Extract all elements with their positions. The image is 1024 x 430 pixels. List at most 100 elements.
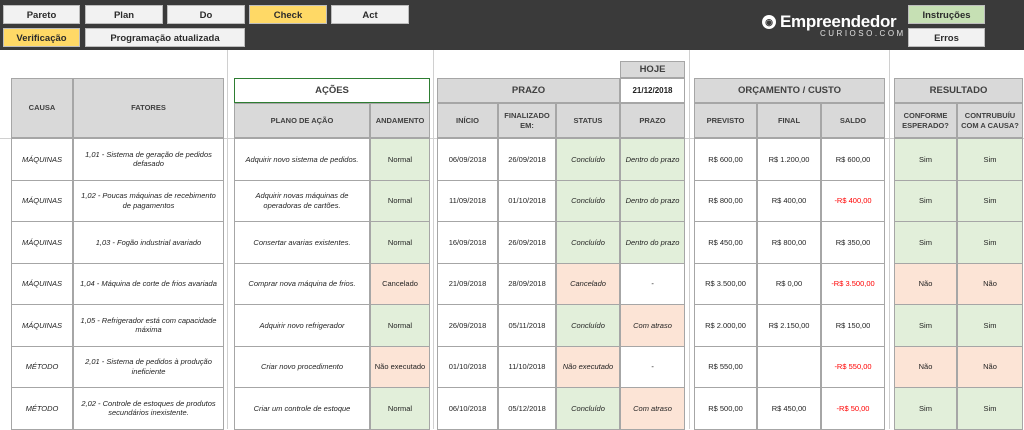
cell-final[interactable]: R$ 800,00 [757,221,821,264]
cell-causa[interactable]: MÁQUINAS [11,221,73,264]
cell-andamento[interactable]: Normal [370,179,430,222]
cell-saldo[interactable]: R$ 600,00 [821,138,885,181]
plan-button[interactable]: Plan [85,5,163,24]
cell-prazo[interactable]: - [620,345,685,388]
cell-fator[interactable]: 1,05 - Refrigerador está com capacidade … [73,304,224,347]
cell-plano[interactable]: Adquirir novas máquinas de operadoras de… [234,179,370,222]
cell-previsto[interactable]: R$ 450,00 [694,221,757,264]
cell-saldo[interactable]: -R$ 400,00 [821,179,885,222]
cell-andamento[interactable]: Não executado [370,345,430,388]
cell-plano[interactable]: Comprar nova máquina de frios. [234,262,370,305]
cell-previsto[interactable]: R$ 500,00 [694,387,757,430]
cell-causa[interactable]: MÁQUINAS [11,138,73,181]
pareto-button[interactable]: Pareto [3,5,80,24]
cell-inicio[interactable]: 01/10/2018 [437,345,498,388]
cell-finalizado[interactable]: 05/11/2018 [498,304,556,347]
cell-conforme[interactable]: Sim [894,179,957,222]
cell-inicio[interactable]: 21/09/2018 [437,262,498,305]
cell-conforme[interactable]: Sim [894,387,957,430]
cell-status[interactable]: Não executado [556,345,620,388]
cell-prazo[interactable]: Dentro do prazo [620,138,685,181]
cell-fator[interactable]: 2,02 - Controle de estoques de produtos … [73,387,224,430]
cell-status[interactable]: Cancelado [556,262,620,305]
cell-previsto[interactable]: R$ 600,00 [694,138,757,181]
cell-prazo[interactable]: Com atraso [620,304,685,347]
cell-causa[interactable]: MÁQUINAS [11,179,73,222]
cell-final[interactable]: R$ 1.200,00 [757,138,821,181]
cell-final[interactable]: R$ 450,00 [757,387,821,430]
cell-conforme[interactable]: Sim [894,138,957,181]
cell-andamento[interactable]: Normal [370,221,430,264]
cell-conforme[interactable]: Não [894,345,957,388]
cell-finalizado[interactable]: 11/10/2018 [498,345,556,388]
cell-conforme[interactable]: Não [894,262,957,305]
cell-plano[interactable]: Criar um controle de estoque [234,387,370,430]
cell-fator[interactable]: 1,01 - Sistema de geração de pedidos def… [73,138,224,181]
cell-previsto[interactable]: R$ 550,00 [694,345,757,388]
cell-status[interactable]: Concluído [556,304,620,347]
header-acoes[interactable]: AÇÕES [234,78,430,103]
cell-andamento[interactable]: Normal [370,304,430,347]
verificacao-button[interactable]: Verificação [3,28,80,47]
cell-causa[interactable]: MÉTODO [11,387,73,430]
cell-andamento[interactable]: Normal [370,138,430,181]
cell-final[interactable]: R$ 0,00 [757,262,821,305]
cell-saldo[interactable]: -R$ 550,00 [821,345,885,388]
cell-finalizado[interactable]: 28/09/2018 [498,262,556,305]
cell-previsto[interactable]: R$ 2.000,00 [694,304,757,347]
cell-previsto[interactable]: R$ 3.500,00 [694,262,757,305]
cell-causa[interactable]: MÉTODO [11,345,73,388]
do-button[interactable]: Do [167,5,245,24]
cell-prazo[interactable]: - [620,262,685,305]
cell-plano[interactable]: Criar novo procedimento [234,345,370,388]
cell-contribuiu[interactable]: Sim [957,304,1023,347]
cell-final[interactable]: R$ 2.150,00 [757,304,821,347]
erros-button[interactable]: Erros [908,28,985,47]
cell-plano[interactable]: Consertar avarias existentes. [234,221,370,264]
instrucoes-button[interactable]: Instruções [908,5,985,24]
cell-contribuiu[interactable]: Sim [957,387,1023,430]
cell-final[interactable]: R$ 400,00 [757,179,821,222]
cell-conforme[interactable]: Sim [894,304,957,347]
cell-causa[interactable]: MÁQUINAS [11,262,73,305]
cell-finalizado[interactable]: 26/09/2018 [498,221,556,264]
cell-andamento[interactable]: Normal [370,387,430,430]
cell-prazo[interactable]: Dentro do prazo [620,179,685,222]
cell-contribuiu[interactable]: Sim [957,179,1023,222]
cell-contribuiu[interactable]: Não [957,262,1023,305]
cell-fator[interactable]: 1,04 - Máquina de corte de frios avariad… [73,262,224,305]
cell-plano[interactable]: Adquirir novo sistema de pedidos. [234,138,370,181]
cell-inicio[interactable]: 06/09/2018 [437,138,498,181]
cell-prazo[interactable]: Com atraso [620,387,685,430]
cell-status[interactable]: Concluído [556,387,620,430]
cell-status[interactable]: Concluído [556,179,620,222]
cell-saldo[interactable]: R$ 350,00 [821,221,885,264]
cell-plano[interactable]: Adquirir novo refrigerador [234,304,370,347]
cell-andamento[interactable]: Cancelado [370,262,430,305]
cell-contribuiu[interactable]: Não [957,345,1023,388]
cell-inicio[interactable]: 16/09/2018 [437,221,498,264]
cell-saldo[interactable]: -R$ 3.500,00 [821,262,885,305]
cell-fator[interactable]: 2,01 - Sistema de pedidos à produção ine… [73,345,224,388]
cell-fator[interactable]: 1,02 - Poucas máquinas de recebimento de… [73,179,224,222]
cell-conforme[interactable]: Sim [894,221,957,264]
cell-inicio[interactable]: 26/09/2018 [437,304,498,347]
act-button[interactable]: Act [331,5,409,24]
cell-prazo[interactable]: Dentro do prazo [620,221,685,264]
programacao-atualizada-button[interactable]: Programação atualizada [85,28,245,47]
cell-causa[interactable]: MÁQUINAS [11,304,73,347]
cell-inicio[interactable]: 11/09/2018 [437,179,498,222]
cell-status[interactable]: Concluído [556,138,620,181]
cell-saldo[interactable]: -R$ 50,00 [821,387,885,430]
cell-finalizado[interactable]: 05/12/2018 [498,387,556,430]
cell-final[interactable] [757,345,821,388]
check-button[interactable]: Check [249,5,327,24]
cell-contribuiu[interactable]: Sim [957,221,1023,264]
cell-saldo[interactable]: R$ 150,00 [821,304,885,347]
cell-fator[interactable]: 1,03 - Fogão industrial avariado [73,221,224,264]
cell-finalizado[interactable]: 26/09/2018 [498,138,556,181]
cell-previsto[interactable]: R$ 800,00 [694,179,757,222]
cell-status[interactable]: Concluído [556,221,620,264]
cell-finalizado[interactable]: 01/10/2018 [498,179,556,222]
cell-inicio[interactable]: 06/10/2018 [437,387,498,430]
